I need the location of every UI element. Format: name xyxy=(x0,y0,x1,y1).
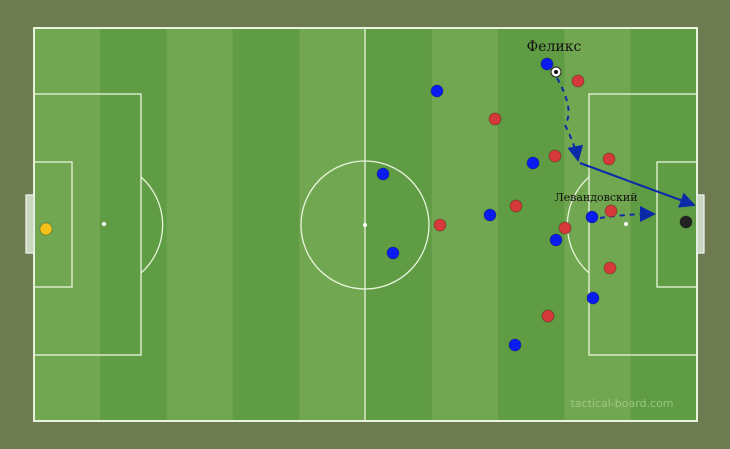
player-label-lewandowski: Левандовский xyxy=(554,191,637,204)
goalkeeper-yellow[interactable] xyxy=(39,222,53,236)
player-red[interactable] xyxy=(602,152,616,166)
player-red[interactable] xyxy=(548,149,562,163)
ball[interactable] xyxy=(550,66,562,78)
player-blue[interactable] xyxy=(376,167,390,181)
player-blue[interactable] xyxy=(483,208,497,222)
players xyxy=(39,57,693,352)
run-arrow xyxy=(599,206,656,223)
player-blue[interactable] xyxy=(508,338,522,352)
player-blue[interactable] xyxy=(540,57,554,71)
player-red[interactable] xyxy=(488,112,502,126)
player-red[interactable] xyxy=(433,218,447,232)
player-red[interactable] xyxy=(571,74,585,88)
player-red[interactable] xyxy=(604,204,618,218)
player-blue[interactable] xyxy=(430,84,444,98)
player-blue[interactable] xyxy=(585,210,599,224)
player-blue[interactable] xyxy=(549,233,563,247)
pitch-lines xyxy=(25,27,705,422)
grass-stripe xyxy=(299,28,366,421)
player-red[interactable] xyxy=(509,199,523,213)
shot-arrow xyxy=(579,162,696,208)
player-blue[interactable] xyxy=(526,156,540,170)
pitch-spots xyxy=(102,222,628,227)
grass-stripe xyxy=(100,28,167,421)
grass-stripe xyxy=(365,28,432,421)
grass-stripe xyxy=(564,28,631,421)
goalkeeper-black[interactable] xyxy=(679,215,693,229)
player-label-feliks: Феликс xyxy=(527,39,582,55)
player-red[interactable] xyxy=(603,261,617,275)
watermark: tactical-board.com xyxy=(570,397,673,410)
grass-stripe xyxy=(498,28,565,421)
movement-arrows xyxy=(556,77,696,223)
grass-stripe xyxy=(166,28,233,421)
player-red[interactable] xyxy=(558,221,572,235)
player-blue[interactable] xyxy=(386,246,400,260)
player-red[interactable] xyxy=(541,309,555,323)
grass-stripe xyxy=(232,28,300,421)
player-blue[interactable] xyxy=(586,291,600,305)
